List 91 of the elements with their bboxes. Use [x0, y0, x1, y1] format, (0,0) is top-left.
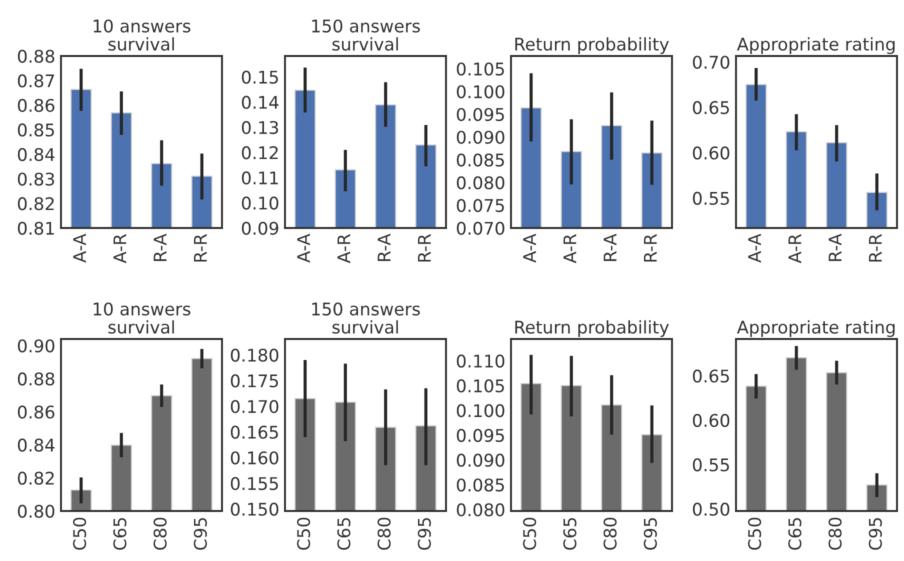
y-tick-label: 0.085: [456, 478, 504, 492]
x-tick-label: A-R: [564, 234, 576, 264]
y-tick-label: 0.88: [18, 50, 54, 63]
y-tick-label: 0.13: [242, 120, 278, 134]
x-tick-label: C80: [828, 518, 842, 550]
x-tick-label: R-A: [604, 234, 616, 261]
y-tick-label: 0.50: [692, 502, 730, 516]
y-tick-label: 0.105: [456, 62, 504, 76]
x-tick-label: R-R: [418, 234, 431, 262]
y-tick-label: 0.175: [230, 374, 278, 388]
chart-title: 150 answers survival: [312, 19, 420, 51]
x-tick-label: C50: [73, 518, 86, 550]
x-tick-label: C65: [113, 518, 126, 550]
y-tick-label: 0.180: [230, 348, 278, 362]
chart-title: Return probability: [515, 37, 669, 54]
y-tick-label: 0.110: [456, 354, 504, 368]
x-tick-label: C50: [748, 518, 762, 550]
y-tick-label: 0.87: [18, 74, 54, 88]
y-tick-label: 0.86: [18, 405, 54, 419]
x-tick-label: A-R: [338, 234, 350, 264]
x-tick-label: C95: [194, 518, 207, 550]
y-tick-label: 0.170: [230, 400, 278, 414]
y-tick-label: 0.82: [18, 472, 54, 485]
chart-title: Appropriate rating: [736, 37, 895, 54]
x-tick-label: A-R: [788, 234, 802, 264]
x-tick-label: R-A: [828, 234, 842, 261]
y-tick-label: 0.90: [18, 339, 54, 352]
y-tick-label: 0.65: [692, 369, 729, 383]
y-tick-label: 0.85: [18, 123, 54, 137]
x-tick-label: C80: [378, 518, 391, 550]
x-tick-label: A-A: [523, 234, 536, 263]
y-tick-label: 0.100: [456, 85, 504, 98]
y-tick-label: 0.14: [242, 96, 278, 109]
y-tick-label: 0.60: [692, 146, 730, 160]
chart-title: 10 answers survival: [94, 302, 190, 334]
y-tick-label: 0.82: [18, 197, 54, 210]
chart-title: 10 answers survival: [94, 19, 190, 51]
y-tick-label: 0.84: [18, 438, 54, 452]
x-tick-label: C95: [644, 518, 657, 550]
y-tick-label: 0.160: [230, 451, 278, 464]
x-tick-label: C80: [154, 518, 167, 550]
y-tick-label: 0.090: [456, 454, 504, 467]
y-tick-label: 0.83: [18, 172, 54, 186]
y-tick-label: 0.80: [18, 504, 54, 518]
x-tick-label: R-A: [154, 234, 166, 261]
x-tick-label: A-A: [297, 234, 310, 263]
y-tick-label: 0.10: [242, 196, 278, 210]
y-tick-label: 0.090: [456, 130, 504, 144]
x-tick-label: R-R: [194, 234, 207, 262]
x-tick-label: C65: [337, 518, 350, 550]
y-tick-label: 0.12: [242, 146, 278, 160]
chart-title: Return probability: [515, 320, 669, 338]
x-tick-label: C95: [418, 518, 431, 550]
y-tick-label: 0.075: [456, 198, 504, 212]
x-tick-label: A-R: [114, 234, 126, 264]
x-tick-label: C50: [297, 518, 310, 550]
y-tick-label: 0.100: [456, 404, 504, 418]
y-tick-label: 0.15: [242, 70, 278, 84]
y-tick-label: 0.81: [18, 222, 54, 235]
chart-title: 150 answers survival: [312, 302, 420, 334]
y-tick-label: 0.095: [456, 108, 504, 122]
x-tick-label: C95: [868, 518, 882, 550]
x-tick-label: A-A: [73, 234, 86, 263]
y-tick-label: 0.080: [456, 176, 504, 190]
chart-title: Appropriate rating: [736, 320, 895, 338]
y-tick-label: 0.070: [456, 222, 504, 235]
x-tick-label: R-A: [378, 234, 390, 261]
y-tick-label: 0.55: [692, 458, 729, 472]
y-tick-label: 0.150: [230, 502, 278, 516]
y-tick-label: 0.88: [18, 372, 54, 386]
y-tick-label: 0.165: [230, 426, 278, 439]
y-tick-label: 0.095: [456, 428, 504, 442]
y-tick-label: 0.09: [242, 222, 278, 235]
y-tick-label: 0.085: [456, 153, 504, 167]
x-tick-label: A-A: [748, 234, 761, 263]
x-tick-label: C65: [788, 518, 802, 550]
y-tick-label: 0.65: [692, 101, 729, 114]
y-tick-label: 0.11: [242, 171, 278, 184]
x-tick-label: C65: [563, 518, 576, 550]
y-tick-label: 0.86: [18, 98, 54, 112]
y-tick-label: 0.60: [692, 414, 730, 428]
y-tick-label: 0.55: [692, 192, 729, 205]
x-tick-label: C80: [604, 518, 617, 550]
y-tick-label: 0.080: [456, 503, 504, 516]
y-tick-label: 0.70: [692, 56, 730, 69]
x-tick-label: C50: [523, 518, 536, 550]
x-tick-label: R-R: [869, 234, 882, 262]
x-tick-label: R-R: [644, 234, 657, 262]
y-tick-label: 0.155: [230, 476, 278, 490]
y-tick-label: 0.84: [18, 148, 54, 162]
y-tick-label: 0.105: [456, 379, 504, 392]
